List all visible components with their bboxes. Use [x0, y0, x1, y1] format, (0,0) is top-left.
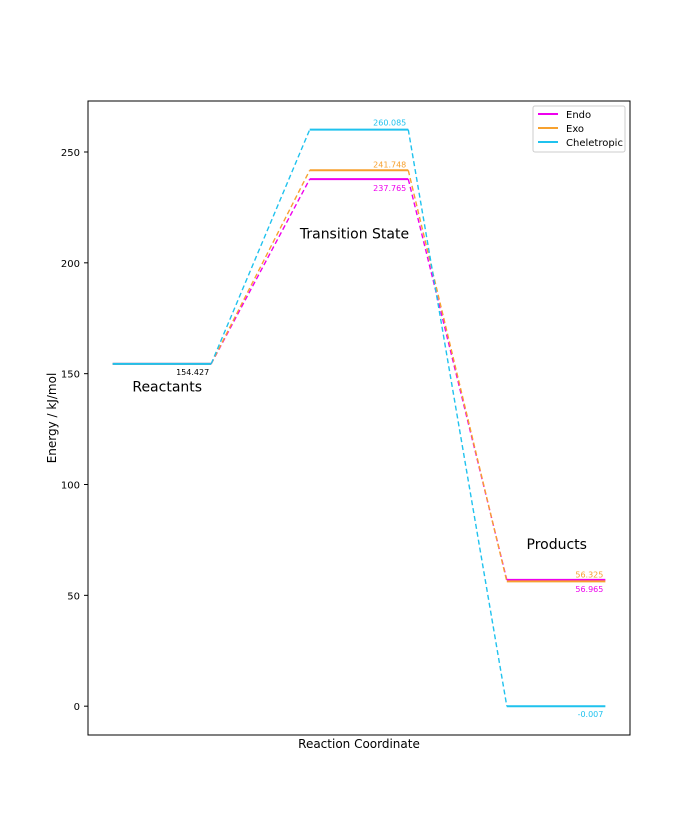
- legend-box: [532, 105, 626, 153]
- legend: Endo Exo Cheletropic: [532, 105, 626, 153]
- y-tick-label: 100: [61, 481, 80, 492]
- value-label-reactants: 154.427: [176, 368, 209, 377]
- x-axis-label: Reaction Coordinate: [298, 737, 420, 751]
- value-label-exo: 56.325: [575, 570, 603, 579]
- legend-items: Endo Exo Cheletropic: [538, 110, 623, 149]
- legend-label-exo: Exo: [566, 124, 584, 135]
- legend-label-endo: Endo: [566, 110, 591, 121]
- value-label-cheletropic: 260.085: [373, 119, 406, 128]
- legend-label-cheletropic: Cheletropic: [566, 138, 623, 149]
- energy-levels: [112, 128, 606, 708]
- y-tick-label: 200: [61, 259, 80, 270]
- y-axis-label: Energy / kJ/mol: [45, 373, 59, 464]
- plot-area: [87, 100, 631, 736]
- connector-cheletropic: [210, 129, 311, 365]
- stage-label-reactants: Reactants: [132, 379, 202, 395]
- transition-connectors: [210, 129, 508, 707]
- y-tick-label: 0: [74, 702, 80, 713]
- connector-cheletropic: [407, 129, 508, 707]
- connector-endo: [407, 178, 508, 581]
- y-tick-label: 150: [61, 370, 80, 381]
- connector-exo: [210, 169, 311, 365]
- value-label-endo: 56.965: [575, 585, 603, 594]
- connector-exo: [407, 170, 508, 582]
- value-labels: 237.765 56.965 241.748 56.325 260.085 -0.007 1…: [176, 119, 603, 720]
- y-tick-label: 50: [67, 591, 80, 602]
- stage-label-products: Products: [527, 537, 587, 553]
- value-label-exo: 241.748: [373, 160, 406, 169]
- value-label-cheletropic: -0.007: [578, 710, 604, 719]
- stage-label-transition-state: Transition State: [299, 226, 409, 242]
- stage-labels: Reactants Transition State Products: [132, 226, 587, 552]
- y-axis: 0 50 100 150 200 250: [61, 148, 88, 713]
- y-tick-label: 250: [61, 148, 80, 159]
- value-label-endo: 237.765: [373, 184, 406, 193]
